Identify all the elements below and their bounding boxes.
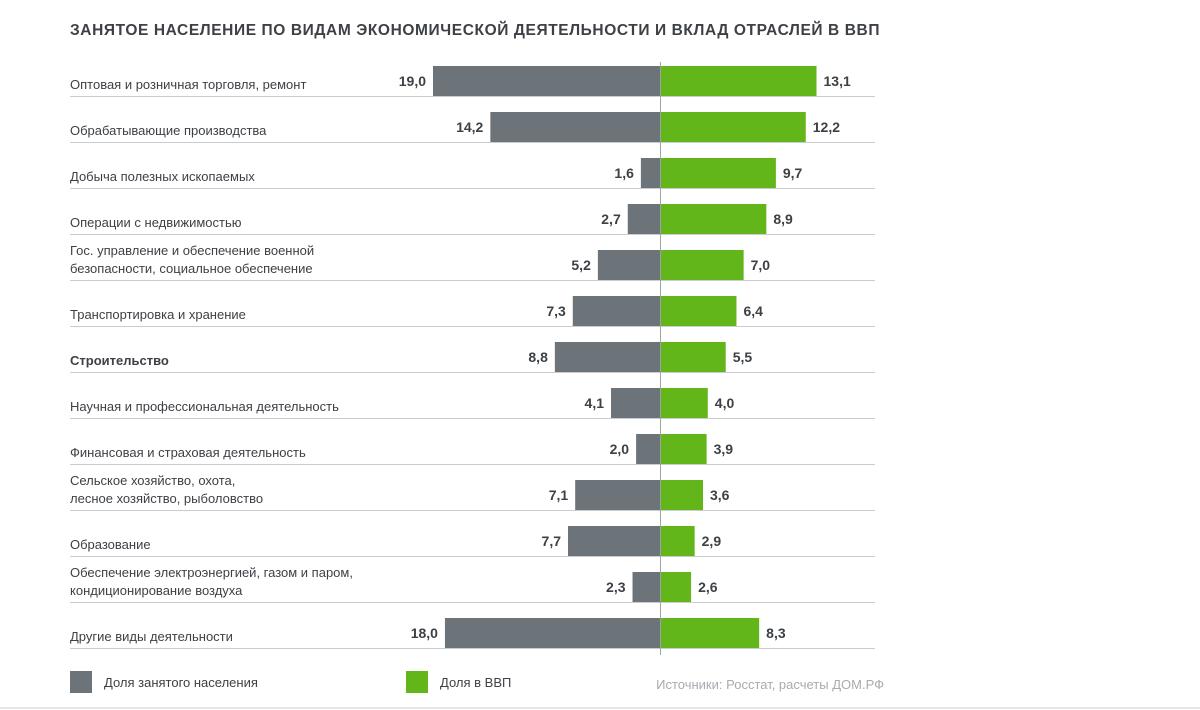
value-label-gdp: 3,6 — [710, 487, 730, 503]
bar-gdp — [660, 250, 744, 280]
bar-employment — [568, 526, 660, 556]
legend-employment-swatch — [70, 671, 92, 693]
bars — [433, 66, 817, 648]
value-label-gdp: 4,0 — [715, 395, 735, 411]
category-label: Другие виды деятельности — [70, 629, 233, 644]
value-label-employment: 18,0 — [411, 625, 438, 641]
value-label-employment: 5,2 — [571, 257, 591, 273]
value-label-gdp: 7,0 — [751, 257, 771, 273]
bar-employment — [572, 296, 660, 326]
category-label: Образование — [70, 537, 151, 552]
bar-gdp — [660, 342, 726, 372]
category-label: Оптовая и розничная торговля, ремонт — [70, 77, 306, 92]
source-note: Источники: Росстат, расчеты ДОМ.РФ — [656, 677, 884, 692]
bar-employment — [611, 388, 660, 418]
bar-employment — [597, 250, 660, 280]
legend-gdp-label: Доля в ВВП — [440, 674, 512, 690]
bar-gdp — [660, 434, 707, 464]
value-label-gdp: 3,9 — [714, 441, 734, 457]
category-label: Финансовая и страховая деятельность — [70, 445, 306, 460]
value-label-employment: 4,1 — [585, 395, 605, 411]
legend-gdp: Доля в ВВП — [406, 671, 511, 693]
category-label-line: Обеспечение электроэнергией, газом и пар… — [70, 565, 353, 580]
value-label-employment: 7,7 — [542, 533, 562, 549]
bar-employment — [636, 434, 660, 464]
category-label: Обрабатывающие производства — [70, 123, 267, 138]
value-label-employment: 2,3 — [606, 579, 626, 595]
bar-gdp — [660, 204, 767, 234]
value-label-employment: 19,0 — [399, 73, 426, 89]
bar-employment — [490, 112, 660, 142]
bar-gdp — [660, 388, 708, 418]
bar-gdp — [660, 66, 817, 96]
value-label-employment: 14,2 — [456, 119, 483, 135]
bar-employment — [640, 158, 660, 188]
bar-gdp — [660, 112, 806, 142]
bar-gdp — [660, 618, 760, 648]
row-dividers — [70, 96, 875, 649]
bar-gdp — [660, 572, 692, 602]
category-label-line: Сельское хозяйство, охота, — [70, 473, 235, 488]
bottom-divider — [0, 707, 1200, 709]
legend-gdp-swatch — [406, 671, 428, 693]
bar-employment — [444, 618, 660, 648]
bar-employment — [554, 342, 660, 372]
category-label: Научная и профессиональная деятельность — [70, 399, 339, 414]
value-label-employment: 7,3 — [546, 303, 566, 319]
bar-employment — [575, 480, 660, 510]
category-label: Операции с недвижимостью — [70, 215, 242, 230]
value-label-employment: 2,0 — [610, 441, 630, 457]
value-label-gdp: 2,6 — [698, 579, 718, 595]
value-label-employment: 1,6 — [614, 165, 634, 181]
legend-employment: Доля занятого населения — [70, 671, 258, 693]
bar-employment — [627, 204, 660, 234]
category-label: Сельское хозяйство, охота, лесное хозяйст… — [70, 473, 263, 506]
diverging-bar-chart: Оптовая и розничная торговля, ремонт Обра… — [70, 62, 875, 655]
category-label: Обеспечение электроэнергией, газом и пар… — [70, 565, 353, 598]
value-label-gdp: 13,1 — [824, 73, 851, 89]
value-labels: 19,0 13,1 14,2 12,2 1,6 9,7 2,7 8,9 5,2 7,0 7,3 6,4… — [399, 73, 851, 641]
bar-employment — [632, 572, 660, 602]
bar-gdp — [660, 480, 704, 510]
category-label-line: безопасности, социальное обеспечение — [70, 261, 313, 276]
legend-employment-label: Доля занятого населения — [104, 674, 258, 690]
bar-gdp — [660, 158, 776, 188]
value-label-gdp: 6,4 — [743, 303, 763, 319]
value-label-gdp: 9,7 — [783, 165, 803, 181]
category-label-line: кондиционирование воздуха — [70, 583, 243, 598]
category-label-line: Гос. управление и обеспечение военной — [70, 243, 314, 258]
value-label-gdp: 2,9 — [702, 533, 722, 549]
category-label-line: лесное хозяйство, рыболовство — [70, 491, 263, 506]
value-label-gdp: 5,5 — [733, 349, 753, 365]
category-label: Строительство — [70, 353, 169, 368]
value-label-gdp: 8,3 — [766, 625, 786, 641]
bar-employment — [433, 66, 660, 96]
value-label-gdp: 12,2 — [813, 119, 840, 135]
value-label-gdp: 8,9 — [773, 211, 793, 227]
chart-title: ЗАНЯТОЕ НАСЕЛЕНИЕ ПО ВИДАМ ЭКОНОМИЧЕСКОЙ… — [70, 22, 881, 39]
category-label: Гос. управление и обеспечение военной без… — [70, 243, 314, 276]
category-label: Транспортировка и хранение — [70, 307, 246, 322]
category-label: Добыча полезных ископаемых — [70, 169, 255, 184]
value-label-employment: 7,1 — [549, 487, 569, 503]
value-label-employment: 2,7 — [601, 211, 621, 227]
value-label-employment: 8,8 — [528, 349, 548, 365]
bar-gdp — [660, 526, 695, 556]
category-labels: Оптовая и розничная торговля, ремонт Обра… — [70, 77, 353, 644]
bar-gdp — [660, 296, 737, 326]
